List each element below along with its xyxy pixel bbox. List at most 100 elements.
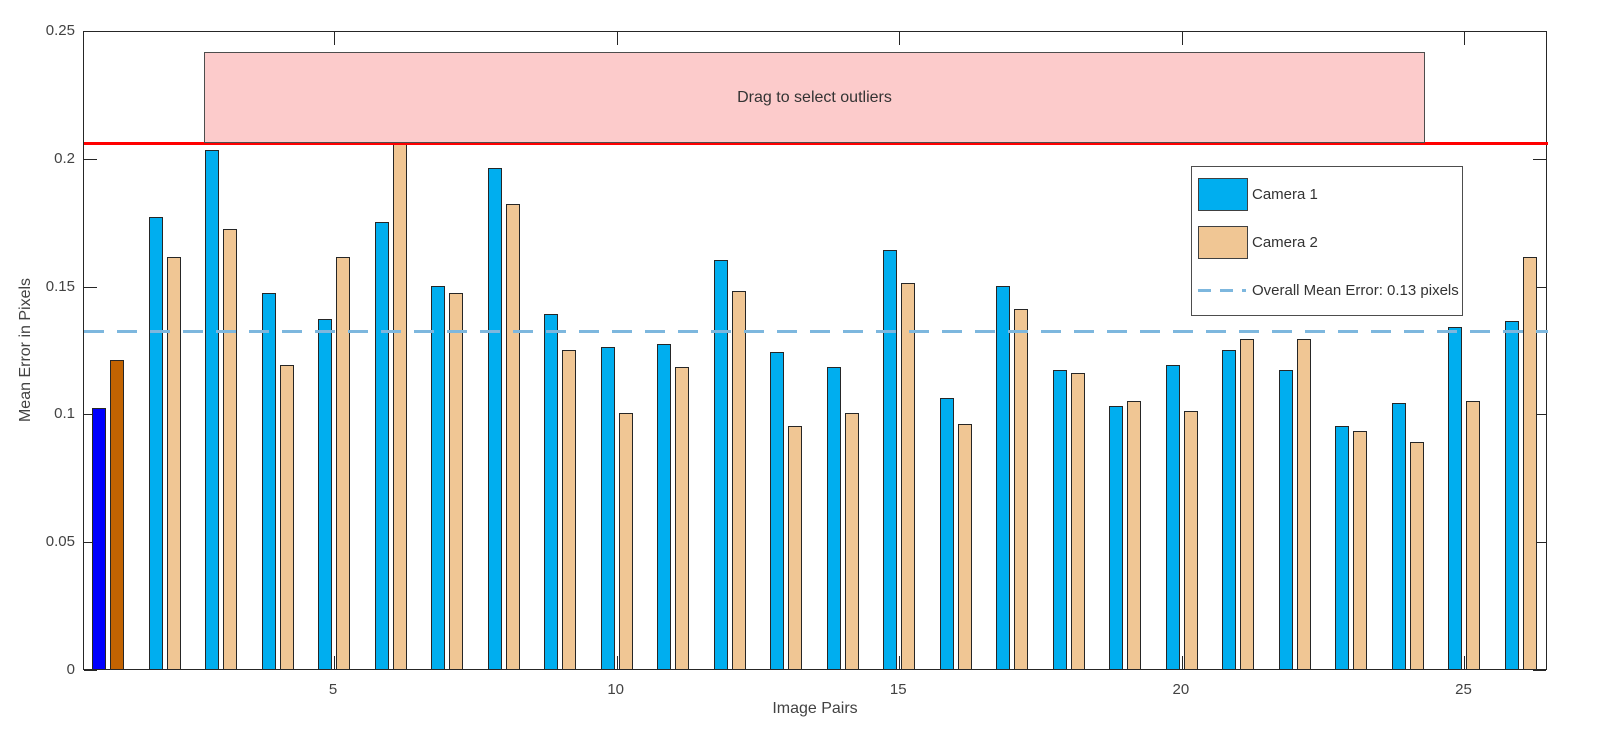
bar-camera1-pair-8[interactable] — [487, 168, 502, 669]
bar-camera1-pair-4[interactable] — [261, 293, 276, 669]
x-tick-bottom — [1181, 656, 1183, 669]
y-tick-label-0: 0 — [66, 661, 75, 678]
bar-camera1-pair-17[interactable] — [996, 285, 1011, 669]
y-tick-left — [84, 31, 97, 32]
x-tick-top — [334, 32, 336, 45]
x-tick-top — [616, 32, 618, 45]
y-tick-left — [84, 414, 97, 416]
bar-camera2-pair-2[interactable] — [166, 257, 181, 669]
legend-dash-icon — [1198, 289, 1246, 292]
bar-camera2-pair-9[interactable] — [562, 349, 577, 669]
bar-camera2-pair-1[interactable] — [110, 359, 124, 669]
bar-camera1-pair-12[interactable] — [713, 260, 728, 669]
bar-camera2-pair-14[interactable] — [844, 413, 859, 669]
bar-camera1-pair-13[interactable] — [770, 352, 785, 669]
x-tick-label-20: 20 — [1172, 681, 1190, 698]
bar-camera2-pair-21[interactable] — [1240, 339, 1255, 669]
bar-camera2-pair-19[interactable] — [1127, 400, 1142, 669]
y-tick-right — [1533, 286, 1546, 288]
y-tick-left — [84, 542, 97, 544]
bar-camera1-pair-20[interactable] — [1165, 364, 1180, 669]
bar-camera1-pair-3[interactable] — [205, 150, 220, 669]
outlier-selection-region[interactable]: Drag to select outliers — [204, 52, 1425, 144]
x-tick-top — [1464, 32, 1466, 45]
x-axis-title: Image Pairs — [772, 700, 858, 717]
bar-camera1-pair-25[interactable] — [1448, 326, 1463, 669]
y-tick-right — [1533, 542, 1546, 544]
x-tick-label-5: 5 — [328, 681, 338, 698]
legend-swatch-camera1 — [1198, 178, 1248, 211]
x-tick-bottom — [334, 656, 336, 669]
bar-camera1-pair-10[interactable] — [600, 346, 615, 669]
bar-camera2-pair-25[interactable] — [1466, 400, 1481, 669]
bar-camera1-pair-2[interactable] — [148, 216, 163, 669]
bar-camera2-pair-11[interactable] — [675, 367, 690, 669]
x-tick-label-15: 15 — [889, 681, 907, 698]
y-tick-label-0.25: 0.25 — [45, 22, 75, 39]
bar-camera1-pair-26[interactable] — [1505, 321, 1519, 669]
bar-camera1-pair-14[interactable] — [826, 367, 841, 669]
bar-camera2-pair-17[interactable] — [1014, 308, 1029, 669]
bar-camera1-pair-24[interactable] — [1391, 403, 1406, 669]
y-tick-label-0.05: 0.05 — [45, 533, 75, 551]
bar-camera1-pair-5[interactable] — [318, 318, 333, 669]
x-tick-label-25: 25 — [1455, 681, 1472, 698]
bar-chart-plot-area[interactable]: Drag to select outliers Camera 1 Camera … — [83, 31, 1548, 671]
y-tick-right — [1533, 31, 1546, 32]
y-tick-label-0.2: 0.2 — [54, 149, 75, 167]
bar-camera2-pair-23[interactable] — [1353, 431, 1368, 669]
y-tick-label-0.15: 0.15 — [45, 277, 75, 295]
overall-mean-error-line — [84, 330, 1548, 334]
bar-camera1-pair-15[interactable] — [883, 249, 898, 669]
legend-label-mean-error: Overall Mean Error: 0.13 pixels — [1252, 282, 1459, 299]
bar-camera2-pair-7[interactable] — [449, 293, 464, 669]
bar-camera2-pair-6[interactable] — [392, 139, 407, 669]
bar-camera2-pair-26[interactable] — [1523, 257, 1537, 669]
y-tick-left — [84, 286, 97, 288]
bar-camera2-pair-10[interactable] — [618, 413, 633, 669]
bar-camera2-pair-22[interactable] — [1296, 339, 1311, 669]
outlier-threshold-line[interactable] — [84, 142, 1548, 146]
bar-camera2-pair-18[interactable] — [1070, 372, 1085, 669]
bar-camera2-pair-5[interactable] — [336, 257, 351, 669]
y-tick-left — [84, 158, 97, 160]
bar-camera1-pair-7[interactable] — [431, 285, 446, 669]
bar-camera1-pair-21[interactable] — [1222, 349, 1237, 669]
y-axis-title: Mean Error in Pixels — [17, 277, 34, 423]
bar-camera1-pair-11[interactable] — [657, 344, 672, 669]
y-tick-right — [1533, 158, 1546, 160]
bar-camera1-pair-6[interactable] — [374, 221, 389, 669]
bar-camera2-pair-12[interactable] — [731, 290, 746, 669]
bar-camera2-pair-4[interactable] — [279, 364, 294, 669]
legend-label-camera1: Camera 1 — [1252, 186, 1318, 203]
bar-camera2-pair-16[interactable] — [957, 423, 972, 669]
legend-swatch-camera2 — [1198, 226, 1248, 259]
x-tick-bottom — [1464, 656, 1466, 669]
outlier-selection-label: Drag to select outliers — [737, 88, 892, 106]
y-tick-left — [84, 670, 97, 671]
bar-camera1-pair-9[interactable] — [544, 313, 559, 669]
y-tick-right — [1533, 670, 1546, 671]
bar-camera1-pair-18[interactable] — [1052, 369, 1067, 669]
bar-camera2-pair-13[interactable] — [788, 426, 803, 669]
legend-label-camera2: Camera 2 — [1252, 234, 1318, 251]
bar-camera2-pair-3[interactable] — [223, 229, 238, 669]
bar-camera1-pair-19[interactable] — [1109, 405, 1124, 669]
x-tick-top — [1181, 32, 1183, 45]
bar-camera1-pair-16[interactable] — [939, 398, 954, 669]
x-tick-bottom — [899, 656, 901, 669]
bar-camera1-pair-22[interactable] — [1278, 369, 1293, 669]
legend-box: Camera 1 Camera 2 Overall Mean Error: 0.… — [1191, 166, 1463, 316]
x-tick-top — [899, 32, 901, 45]
bar-camera2-pair-24[interactable] — [1409, 441, 1424, 669]
x-tick-bottom — [616, 656, 618, 669]
y-tick-label-0.1: 0.1 — [54, 405, 75, 423]
y-tick-right — [1533, 414, 1546, 416]
bar-camera2-pair-15[interactable] — [901, 283, 916, 669]
x-tick-label-10: 10 — [607, 681, 625, 698]
bar-camera2-pair-8[interactable] — [505, 203, 520, 669]
bar-camera2-pair-20[interactable] — [1183, 410, 1198, 669]
bar-camera1-pair-23[interactable] — [1335, 426, 1350, 669]
bar-camera1-pair-1[interactable] — [92, 408, 106, 669]
